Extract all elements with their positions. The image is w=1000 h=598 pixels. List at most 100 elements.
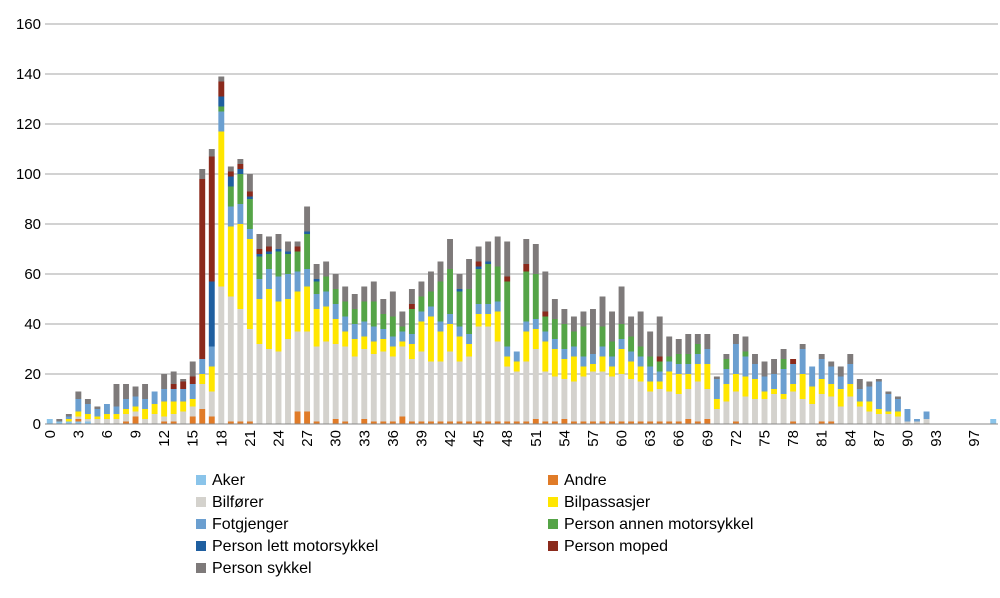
x-axis-ticks: 0 3 6 9 12 15 18 21 24 27 30 33 36 39 42 45 48 51 54 57 60 63…: [42, 430, 983, 447]
bar-segment: [609, 376, 615, 422]
bar-segment: [380, 421, 387, 424]
bar-segment: [694, 344, 701, 354]
bar-segment: [94, 419, 101, 424]
bar-segment: [294, 411, 301, 424]
bar-segment: [732, 421, 739, 424]
bar-segment: [828, 366, 835, 384]
bar-segment: [313, 309, 320, 347]
bar-segment: [628, 351, 635, 362]
bar-segment: [704, 349, 711, 364]
bar-segment: [361, 286, 368, 302]
bar-segment: [256, 279, 263, 299]
bar-segment: [647, 381, 654, 392]
bar-segment: [570, 331, 577, 347]
bar-segment: [408, 309, 415, 334]
bar-segment: [637, 366, 644, 382]
bar-segment: [46, 419, 53, 424]
bar-segment: [227, 226, 234, 297]
legend-label: Fotgjenger: [212, 516, 289, 533]
bar-segment: [570, 356, 577, 382]
bar-segment: [875, 381, 882, 409]
bar-segment: [237, 309, 244, 422]
bar-segment: [752, 379, 758, 399]
x-tick-label: 6: [99, 430, 116, 438]
bar-segment: [227, 166, 234, 172]
bar-segment: [323, 261, 330, 277]
bar-segment: [847, 364, 854, 384]
bar-segment: [294, 246, 301, 252]
bar-segment: [161, 421, 168, 424]
bar-segment: [285, 339, 291, 424]
bar-segment: [103, 404, 110, 414]
bar-segment: [189, 361, 196, 377]
bar-segment: [504, 366, 511, 422]
bar-segment: [408, 289, 415, 304]
bar-segment: [647, 356, 654, 367]
bar-segment: [723, 354, 730, 359]
x-tick-label: 24: [270, 430, 287, 447]
bar-segment: [199, 384, 206, 409]
bar-segment: [609, 356, 615, 367]
x-tick-label: 3: [70, 430, 87, 438]
bar-segment: [132, 416, 139, 424]
bar-segment: [428, 421, 434, 424]
bar-segment: [599, 296, 606, 327]
bar-segment: [132, 396, 139, 407]
bar-segment: [399, 341, 406, 347]
bar-segment: [618, 421, 625, 424]
bar-segment: [323, 306, 330, 342]
bar-segment: [351, 356, 358, 424]
bar-segment: [266, 349, 272, 424]
bar-segment: [418, 351, 425, 422]
x-tick-label: 72: [728, 430, 745, 447]
bar-segment: [675, 339, 682, 354]
bar-segment: [189, 406, 196, 417]
bar-segment: [246, 199, 253, 229]
bar-segment: [313, 346, 320, 422]
y-tick-label: 60: [24, 266, 41, 283]
bar-segment: [161, 374, 168, 389]
bar-segment: [399, 416, 406, 424]
bar-segment: [75, 419, 82, 422]
bar-segment: [304, 269, 311, 287]
bar-segment: [732, 334, 739, 344]
bar-segment: [532, 244, 539, 274]
bar-segment: [370, 326, 377, 342]
bar-segment: [313, 421, 320, 424]
bar-segment: [361, 419, 368, 424]
x-tick-label: 90: [899, 430, 916, 447]
bar-segment: [856, 379, 863, 389]
bar-segment: [199, 179, 206, 359]
bar-segment: [609, 341, 615, 357]
bar-segment: [561, 419, 568, 424]
bar-segment: [580, 421, 587, 424]
bar-segment: [752, 399, 758, 424]
bar-segment: [742, 396, 749, 424]
bar-segment: [790, 421, 797, 424]
bar-segment: [199, 374, 206, 384]
bar-segment: [332, 319, 339, 344]
bar-segment: [742, 376, 749, 397]
bar-segment: [771, 359, 777, 374]
bar-segment: [894, 396, 901, 399]
bar-segment: [704, 419, 711, 424]
bar-segment: [656, 371, 663, 382]
bar-segment: [447, 351, 453, 422]
bar-segment: [914, 421, 920, 424]
bar-segment: [666, 371, 673, 392]
bar-segment: [123, 421, 129, 424]
bar-segment: [437, 261, 444, 282]
bar-segment: [437, 281, 444, 322]
bar-segment: [513, 361, 520, 372]
bar-segment: [875, 414, 882, 424]
bar-segment: [113, 384, 120, 407]
bar-segment: [475, 421, 482, 424]
bar-segment: [237, 169, 244, 174]
bar-segment: [590, 364, 596, 372]
bar-segment: [75, 416, 82, 419]
bar-segment: [75, 411, 82, 417]
legend-swatch: [196, 541, 206, 551]
bar-segment: [542, 316, 549, 332]
legend-swatch: [548, 475, 558, 485]
